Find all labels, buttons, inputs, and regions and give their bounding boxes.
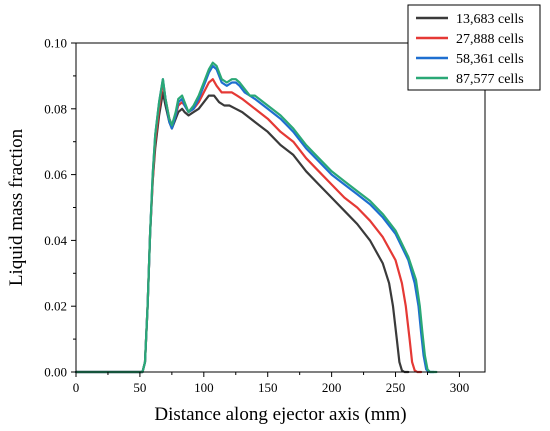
- y-tick-label: 0.02: [44, 299, 67, 314]
- series-line-4: [74, 61, 438, 374]
- x-tick-label: 50: [133, 380, 146, 395]
- x-axis: 0 50 100 150 200 250 300: [73, 372, 469, 395]
- x-tick-label: 150: [258, 380, 278, 395]
- y-tick-label: 0.08: [44, 101, 67, 116]
- x-tick-label: 100: [194, 380, 214, 395]
- x-tick-label: 0: [73, 380, 80, 395]
- series-layer: [74, 61, 438, 374]
- y-tick-label: 0.10: [44, 36, 67, 51]
- series-line-3: [74, 64, 435, 374]
- x-axis-label: Distance along ejector axis (mm): [154, 404, 406, 425]
- y-tick-label: 0.04: [44, 233, 67, 248]
- legend: 13,683 cells 27,888 cells 58,361 cells 87,5…: [407, 4, 541, 91]
- x-tick-label: 300: [450, 380, 470, 395]
- series-line-1: [74, 91, 410, 374]
- legend-label: 87,577 cells: [456, 72, 524, 87]
- y-tick-label: 0.06: [44, 167, 67, 182]
- y-tick-label: 0.00: [44, 365, 67, 380]
- y-axis-label: Liquid mass fraction: [6, 128, 27, 286]
- x-tick-label: 250: [386, 380, 406, 395]
- y-axis: 0.00 0.02 0.04 0.06 0.08 0.10: [44, 36, 76, 380]
- legend-label: 58,361 cells: [456, 52, 524, 67]
- series-line-2: [74, 78, 423, 374]
- legend-label: 13,683 cells: [456, 12, 524, 27]
- plot-frame: [75, 42, 486, 373]
- legend-label: 27,888 cells: [456, 32, 524, 47]
- x-tick-label: 200: [322, 380, 342, 395]
